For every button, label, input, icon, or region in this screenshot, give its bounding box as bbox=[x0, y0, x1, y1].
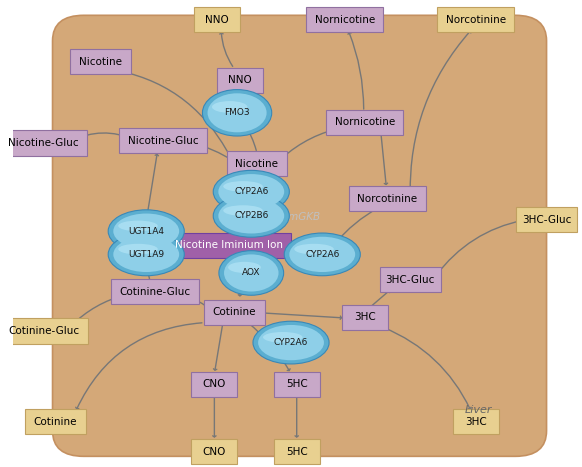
Ellipse shape bbox=[253, 321, 329, 364]
Text: Norcotinine: Norcotinine bbox=[357, 194, 418, 204]
Text: 5HC: 5HC bbox=[286, 379, 307, 389]
Text: CNO: CNO bbox=[203, 379, 226, 389]
FancyBboxPatch shape bbox=[327, 110, 403, 134]
Ellipse shape bbox=[208, 93, 267, 132]
FancyBboxPatch shape bbox=[166, 233, 292, 258]
FancyBboxPatch shape bbox=[274, 372, 320, 397]
Text: Cotinine-Gluc: Cotinine-Gluc bbox=[9, 326, 80, 336]
Ellipse shape bbox=[108, 233, 184, 276]
Ellipse shape bbox=[213, 170, 289, 213]
FancyBboxPatch shape bbox=[111, 279, 198, 304]
Text: Nornicotine: Nornicotine bbox=[335, 117, 395, 127]
Text: NNO: NNO bbox=[205, 15, 229, 25]
Text: Liver: Liver bbox=[465, 404, 492, 415]
Ellipse shape bbox=[113, 237, 179, 272]
Text: © PharmGKB: © PharmGKB bbox=[251, 212, 320, 222]
FancyBboxPatch shape bbox=[516, 207, 577, 232]
Text: Nornicotine: Nornicotine bbox=[315, 15, 375, 25]
Text: Nicotine-Gluc: Nicotine-Gluc bbox=[8, 138, 78, 148]
FancyBboxPatch shape bbox=[191, 372, 237, 397]
Text: 3HC-Gluc: 3HC-Gluc bbox=[522, 214, 571, 225]
Ellipse shape bbox=[289, 237, 355, 272]
Ellipse shape bbox=[203, 90, 272, 136]
Text: CYP2A6: CYP2A6 bbox=[274, 338, 308, 347]
Ellipse shape bbox=[113, 213, 179, 249]
Text: Nicotine: Nicotine bbox=[79, 57, 122, 67]
Ellipse shape bbox=[212, 101, 247, 113]
FancyBboxPatch shape bbox=[380, 268, 441, 292]
FancyBboxPatch shape bbox=[52, 15, 546, 456]
Ellipse shape bbox=[108, 210, 184, 253]
FancyBboxPatch shape bbox=[25, 409, 86, 434]
Ellipse shape bbox=[224, 255, 279, 291]
Ellipse shape bbox=[218, 174, 284, 209]
Text: Nicotine: Nicotine bbox=[236, 159, 278, 169]
Ellipse shape bbox=[118, 220, 158, 231]
Text: CYP2A6: CYP2A6 bbox=[234, 187, 268, 196]
Text: Cotinine: Cotinine bbox=[212, 307, 256, 318]
Text: 5HC: 5HC bbox=[286, 446, 307, 457]
Text: Nicotine Iminium Ion: Nicotine Iminium Ion bbox=[175, 240, 283, 250]
FancyBboxPatch shape bbox=[0, 130, 87, 156]
Text: UGT1A9: UGT1A9 bbox=[128, 250, 164, 259]
FancyBboxPatch shape bbox=[349, 186, 426, 211]
Text: CYP2A6: CYP2A6 bbox=[305, 250, 339, 259]
Text: CYP2B6: CYP2B6 bbox=[234, 212, 268, 220]
FancyBboxPatch shape bbox=[217, 68, 263, 93]
FancyBboxPatch shape bbox=[70, 49, 131, 74]
FancyBboxPatch shape bbox=[0, 318, 88, 344]
Ellipse shape bbox=[294, 244, 334, 255]
Text: Cotinine: Cotinine bbox=[34, 417, 77, 426]
FancyBboxPatch shape bbox=[307, 7, 384, 33]
FancyBboxPatch shape bbox=[274, 439, 320, 464]
Ellipse shape bbox=[223, 205, 263, 216]
Ellipse shape bbox=[213, 194, 289, 237]
Ellipse shape bbox=[223, 181, 263, 192]
Ellipse shape bbox=[284, 233, 360, 276]
FancyBboxPatch shape bbox=[453, 409, 499, 434]
Text: UGT1A4: UGT1A4 bbox=[128, 226, 164, 236]
FancyBboxPatch shape bbox=[342, 304, 388, 330]
FancyBboxPatch shape bbox=[119, 128, 207, 153]
Text: NNO: NNO bbox=[228, 75, 252, 85]
Text: 3HC: 3HC bbox=[464, 417, 487, 426]
Ellipse shape bbox=[228, 262, 261, 273]
Ellipse shape bbox=[219, 251, 283, 295]
Text: AOX: AOX bbox=[242, 269, 261, 277]
FancyBboxPatch shape bbox=[226, 151, 288, 177]
Text: Nicotine-Gluc: Nicotine-Gluc bbox=[128, 135, 198, 146]
FancyBboxPatch shape bbox=[194, 7, 240, 33]
FancyBboxPatch shape bbox=[204, 300, 265, 325]
FancyBboxPatch shape bbox=[437, 7, 514, 33]
Text: 3HC-Gluc: 3HC-Gluc bbox=[386, 275, 435, 285]
Ellipse shape bbox=[218, 198, 284, 234]
Ellipse shape bbox=[258, 325, 324, 360]
Ellipse shape bbox=[263, 332, 303, 343]
Text: 3HC: 3HC bbox=[354, 312, 376, 322]
Text: Cotinine-Gluc: Cotinine-Gluc bbox=[119, 287, 190, 297]
Ellipse shape bbox=[118, 244, 158, 255]
Text: FMO3: FMO3 bbox=[224, 108, 250, 117]
Text: Norcotinine: Norcotinine bbox=[445, 15, 506, 25]
Text: CNO: CNO bbox=[203, 446, 226, 457]
FancyBboxPatch shape bbox=[191, 439, 237, 464]
